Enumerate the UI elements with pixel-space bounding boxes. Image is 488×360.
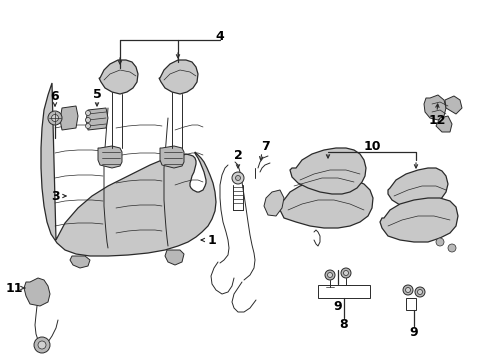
Polygon shape [279, 178, 372, 228]
Polygon shape [160, 146, 183, 168]
Polygon shape [99, 60, 138, 94]
Text: 5: 5 [92, 87, 101, 100]
Circle shape [343, 270, 348, 275]
Circle shape [417, 289, 422, 294]
Circle shape [51, 114, 59, 122]
Polygon shape [379, 198, 457, 242]
Text: 8: 8 [339, 318, 347, 330]
Circle shape [447, 244, 455, 252]
Polygon shape [60, 106, 78, 130]
Circle shape [48, 111, 62, 125]
Text: 10: 10 [363, 140, 380, 153]
Polygon shape [317, 285, 369, 298]
Polygon shape [435, 116, 451, 132]
Circle shape [340, 268, 350, 278]
Text: 3: 3 [51, 189, 59, 202]
Polygon shape [444, 96, 461, 114]
Polygon shape [387, 168, 447, 208]
Polygon shape [98, 146, 122, 168]
Polygon shape [405, 298, 415, 310]
Polygon shape [264, 190, 284, 216]
Text: 9: 9 [409, 325, 417, 338]
Polygon shape [159, 60, 198, 94]
Circle shape [405, 288, 409, 292]
Text: 9: 9 [333, 300, 342, 312]
Polygon shape [164, 250, 183, 265]
Text: 6: 6 [51, 90, 59, 103]
Circle shape [38, 341, 46, 349]
Circle shape [85, 123, 90, 129]
Circle shape [231, 172, 244, 184]
Circle shape [235, 176, 240, 180]
Polygon shape [41, 83, 216, 256]
Circle shape [85, 111, 90, 116]
Text: 7: 7 [260, 140, 269, 153]
Polygon shape [24, 278, 50, 306]
Circle shape [85, 117, 90, 122]
Circle shape [435, 238, 443, 246]
Text: 11: 11 [5, 282, 23, 294]
Polygon shape [423, 95, 445, 120]
Polygon shape [289, 148, 365, 194]
Circle shape [414, 287, 424, 297]
Circle shape [34, 337, 50, 353]
Text: 12: 12 [427, 113, 445, 126]
Polygon shape [86, 108, 108, 130]
Text: 4: 4 [215, 30, 224, 42]
Polygon shape [70, 256, 90, 268]
Circle shape [327, 273, 332, 278]
Text: 2: 2 [233, 149, 242, 162]
Circle shape [325, 270, 334, 280]
Text: 1: 1 [207, 234, 216, 247]
Circle shape [402, 285, 412, 295]
